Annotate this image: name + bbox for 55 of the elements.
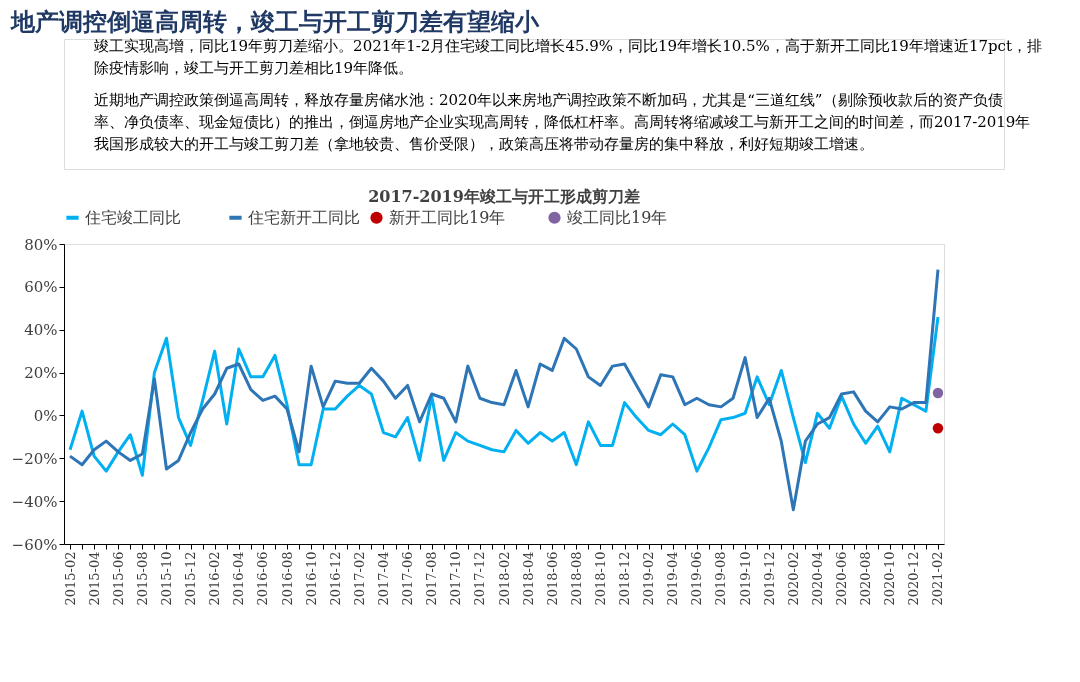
x-tick-label: 2015-02 xyxy=(62,551,78,606)
x-tick-label: 2016-08 xyxy=(279,551,295,606)
x-tick-label: 2015-04 xyxy=(86,551,102,606)
x-tick-label: 2018-02 xyxy=(496,551,512,606)
y-tick-label: −60% xyxy=(11,535,58,554)
y-tick-label: 60% xyxy=(24,278,58,297)
x-tick-label: 2015-08 xyxy=(134,551,150,606)
x-tick-label: 2015-12 xyxy=(183,551,199,606)
x-tick-label: 2020-08 xyxy=(858,551,874,606)
x-tick-label: 2019-08 xyxy=(713,551,729,606)
x-tick-label: 2017-08 xyxy=(424,551,440,606)
line-series xyxy=(68,268,940,512)
x-tick-label: 2017-02 xyxy=(351,551,367,606)
y-tick-label: −20% xyxy=(11,449,58,468)
y-tick-label: 80% xyxy=(24,235,58,254)
x-tick-label: 2019-06 xyxy=(689,551,705,606)
legend-label: 竣工同比19年 xyxy=(567,207,668,227)
legend-label: 新开工同比19年 xyxy=(389,207,506,227)
x-tick-label: 2018-12 xyxy=(617,551,633,606)
x-tick-label: 2019-10 xyxy=(737,551,753,606)
x-tick-label: 2016-10 xyxy=(303,551,319,606)
x-tick-label: 2015-10 xyxy=(158,551,174,606)
y-tick-label: 40% xyxy=(24,321,58,340)
x-tick-label: 2019-12 xyxy=(761,551,777,606)
legend-label: 住宅新开工同比 xyxy=(247,207,360,227)
x-tick-label: 2020-12 xyxy=(906,551,922,606)
chart-subtitle: 2017-2019年竣工与开工形成剪刀差 xyxy=(368,187,640,206)
y-tick-label: 0% xyxy=(33,406,58,425)
x-tick-label: 2019-02 xyxy=(641,551,657,606)
text: 近期地产调控政策倒逼高周转，释放存量房储水池：2020年以来房地产调控政策不断加码，尤其是“三道红线”（剔除预收款后的资产负债率、净负债率、现金短债比）的推出，倒逼房地产企业实现高周转，降低杠杆率。高周转将缩减竣工与新开工之间的时间差，而2017-2019年我国形成较大的开工与竣工剪刀差（拿地较贵、售价受限），政策高压将带动存量房的集中释放，利好短期竣工增速。 xyxy=(94,91,1031,153)
x-tick-label: 2020-02 xyxy=(785,551,801,606)
line-series xyxy=(68,315,940,477)
x-tick-label: 2018-06 xyxy=(544,551,560,606)
x-tick-label: 2018-10 xyxy=(592,551,608,606)
legend-label: 住宅竣工同比 xyxy=(84,207,181,227)
x-tick-label: 2017-12 xyxy=(472,551,488,606)
x-tick-label: 2018-04 xyxy=(520,551,536,606)
x-tick-label: 2016-12 xyxy=(327,551,343,606)
x-tick-label: 2017-10 xyxy=(448,551,464,606)
y-tick-label: −40% xyxy=(11,492,58,511)
y-tick-label: 20% xyxy=(24,364,58,383)
x-tick-label: 2015-06 xyxy=(110,551,126,606)
chart-title: 地产调控倒逼高周转，竣工与开工剪刀差有望缩小 xyxy=(9,7,540,36)
x-tick-label: 2016-02 xyxy=(207,551,223,606)
text: 竣工实现高增，同比19年剪刀差缩小。2021年1-2月住宅竣工同比增长45.9%，同比19年增长10.5%，高于新开工同比19年增速近17pct，排除疫情影响，竣工与开工剪刀差相比19年降低。 xyxy=(94,37,1043,77)
x-tick-label: 2016-06 xyxy=(255,551,271,606)
x-tick-label: 2017-04 xyxy=(375,551,391,606)
x-tick-label: 2020-10 xyxy=(882,551,898,606)
x-tick-label: 2020-06 xyxy=(834,551,850,606)
x-tick-label: 2021-02 xyxy=(930,551,946,606)
x-tick-label: 2018-08 xyxy=(568,551,584,606)
x-tick-label: 2016-04 xyxy=(231,551,247,606)
x-tick-label: 2019-04 xyxy=(665,551,681,606)
x-tick-label: 2017-06 xyxy=(400,551,416,606)
x-tick-label: 2020-04 xyxy=(809,551,825,606)
